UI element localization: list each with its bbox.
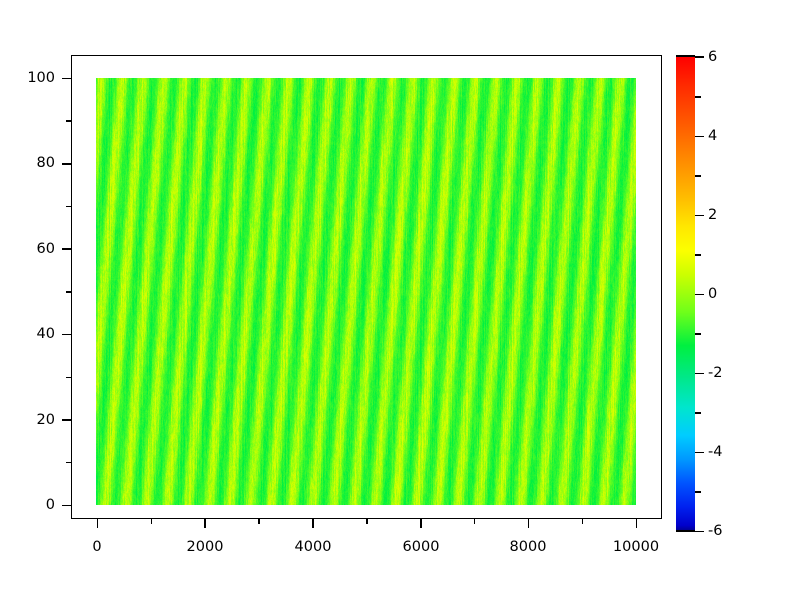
x-tick-4000 bbox=[312, 519, 314, 528]
heatmap-canvas bbox=[96, 78, 636, 505]
x-tick-minor-3000 bbox=[258, 519, 260, 524]
colorbar-tick-2 bbox=[695, 214, 704, 217]
colorbar-label-neg2: -2 bbox=[708, 364, 723, 381]
colorbar-tick-minor-neg5 bbox=[695, 491, 701, 493]
colorbar bbox=[676, 55, 695, 532]
x-tick-minor-7000 bbox=[473, 519, 476, 524]
x-tick-6000 bbox=[420, 519, 422, 528]
y-tick-20 bbox=[62, 419, 71, 421]
y-tick-minor-30 bbox=[66, 376, 71, 379]
y-ticklabel-0: 0 bbox=[45, 496, 55, 513]
y-tick-80 bbox=[62, 163, 71, 165]
y-ticklabel-20: 20 bbox=[36, 411, 55, 428]
y-tick-minor-50 bbox=[66, 291, 71, 293]
y-ticklabel-60: 60 bbox=[36, 240, 55, 257]
colorbar-tick-6 bbox=[695, 56, 704, 58]
colorbar-tick-minor-5 bbox=[695, 96, 701, 98]
x-tick-8000 bbox=[527, 519, 530, 528]
x-ticklabel-6000: 6000 bbox=[402, 539, 440, 555]
y-tick-40 bbox=[62, 333, 71, 336]
colorbar-label-2: 2 bbox=[708, 206, 718, 223]
y-tick-minor-90 bbox=[66, 120, 71, 122]
colorbar-tick-minor-neg3 bbox=[695, 412, 701, 414]
x-tick-minor-9000 bbox=[581, 519, 584, 524]
y-tick-0 bbox=[62, 504, 71, 507]
x-tick-minor-1000 bbox=[150, 519, 153, 524]
x-tick-minor-5000 bbox=[366, 519, 368, 524]
colorbar-tick-0 bbox=[695, 293, 704, 296]
colorbar-tick-neg4 bbox=[695, 451, 704, 454]
colorbar-label-neg4: -4 bbox=[708, 443, 723, 460]
x-tick-10000 bbox=[635, 519, 638, 528]
colorbar-tick-neg6 bbox=[695, 530, 704, 533]
y-ticklabel-80: 80 bbox=[36, 154, 55, 171]
y-ticklabel-40: 40 bbox=[36, 325, 55, 342]
colorbar-tick-minor-1 bbox=[695, 254, 701, 256]
x-ticklabel-10000: 10000 bbox=[612, 539, 660, 555]
colorbar-tick-minor-neg1 bbox=[695, 333, 701, 335]
colorbar-tick-minor-3 bbox=[695, 175, 701, 177]
y-tick-minor-70 bbox=[66, 205, 71, 208]
colorbar-label-6: 6 bbox=[708, 48, 718, 65]
colorbar-tick-neg2 bbox=[695, 372, 704, 375]
y-tick-60 bbox=[62, 248, 71, 250]
x-ticklabel-8000: 8000 bbox=[509, 539, 547, 555]
x-tick-2000 bbox=[204, 519, 206, 528]
heatmap-image bbox=[96, 78, 636, 505]
colorbar-label-4: 4 bbox=[708, 127, 718, 144]
colorbar-gradient bbox=[676, 55, 695, 532]
y-tick-100 bbox=[62, 77, 71, 80]
colorbar-tick-4 bbox=[695, 135, 704, 138]
y-tick-minor-10 bbox=[66, 461, 71, 464]
x-ticklabel-0: 0 bbox=[92, 539, 102, 555]
y-ticklabel-100: 100 bbox=[27, 69, 55, 86]
colorbar-label-0: 0 bbox=[708, 285, 718, 302]
x-ticklabel-2000: 2000 bbox=[186, 539, 224, 555]
colorbar-label-neg6: -6 bbox=[708, 522, 723, 539]
x-ticklabel-4000: 4000 bbox=[294, 539, 332, 555]
x-tick-0 bbox=[96, 519, 99, 528]
